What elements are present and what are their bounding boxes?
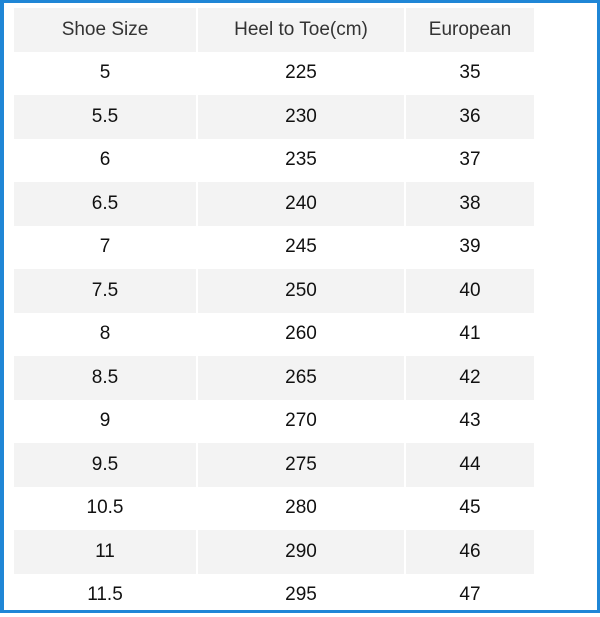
header-row: Shoe Size Heel to Toe(cm) European	[14, 8, 534, 52]
cell-heel-to-toe: 245	[198, 226, 404, 270]
cell-heel-to-toe: 250	[198, 269, 404, 313]
cell-shoe-size: 8.5	[14, 356, 196, 400]
cell-heel-to-toe: 290	[198, 530, 404, 574]
cell-heel-to-toe: 270	[198, 400, 404, 444]
cell-european: 38	[406, 182, 534, 226]
cell-european: 45	[406, 487, 534, 531]
cell-shoe-size: 6	[14, 139, 196, 183]
cell-shoe-size: 10.5	[14, 487, 196, 531]
cell-shoe-size: 9	[14, 400, 196, 444]
cell-european: 47	[406, 574, 534, 617]
cell-european: 35	[406, 52, 534, 96]
cell-european: 42	[406, 356, 534, 400]
cell-shoe-size: 9.5	[14, 443, 196, 487]
cell-heel-to-toe: 230	[198, 95, 404, 139]
cell-shoe-size: 11.5	[14, 574, 196, 617]
cell-shoe-size: 6.5	[14, 182, 196, 226]
cell-heel-to-toe: 275	[198, 443, 404, 487]
cell-shoe-size: 7	[14, 226, 196, 270]
cell-shoe-size: 5	[14, 52, 196, 96]
cell-shoe-size: 7.5	[14, 269, 196, 313]
cell-heel-to-toe: 225	[198, 52, 404, 96]
cell-heel-to-toe: 295	[198, 574, 404, 617]
cell-heel-to-toe: 265	[198, 356, 404, 400]
cell-european: 36	[406, 95, 534, 139]
cell-shoe-size: 8	[14, 313, 196, 357]
cell-european: 40	[406, 269, 534, 313]
cell-european: 46	[406, 530, 534, 574]
cell-european: 41	[406, 313, 534, 357]
cell-heel-to-toe: 240	[198, 182, 404, 226]
header-heel-to-toe: Heel to Toe(cm)	[198, 8, 404, 52]
cell-heel-to-toe: 260	[198, 313, 404, 357]
header-european: European	[406, 8, 534, 52]
cell-shoe-size: 11	[14, 530, 196, 574]
header-shoe-size: Shoe Size	[14, 8, 196, 52]
cell-heel-to-toe: 235	[198, 139, 404, 183]
cell-shoe-size: 5.5	[14, 95, 196, 139]
cell-european: 37	[406, 139, 534, 183]
cell-european: 39	[406, 226, 534, 270]
cell-european: 43	[406, 400, 534, 444]
cell-european: 44	[406, 443, 534, 487]
cell-heel-to-toe: 280	[198, 487, 404, 531]
